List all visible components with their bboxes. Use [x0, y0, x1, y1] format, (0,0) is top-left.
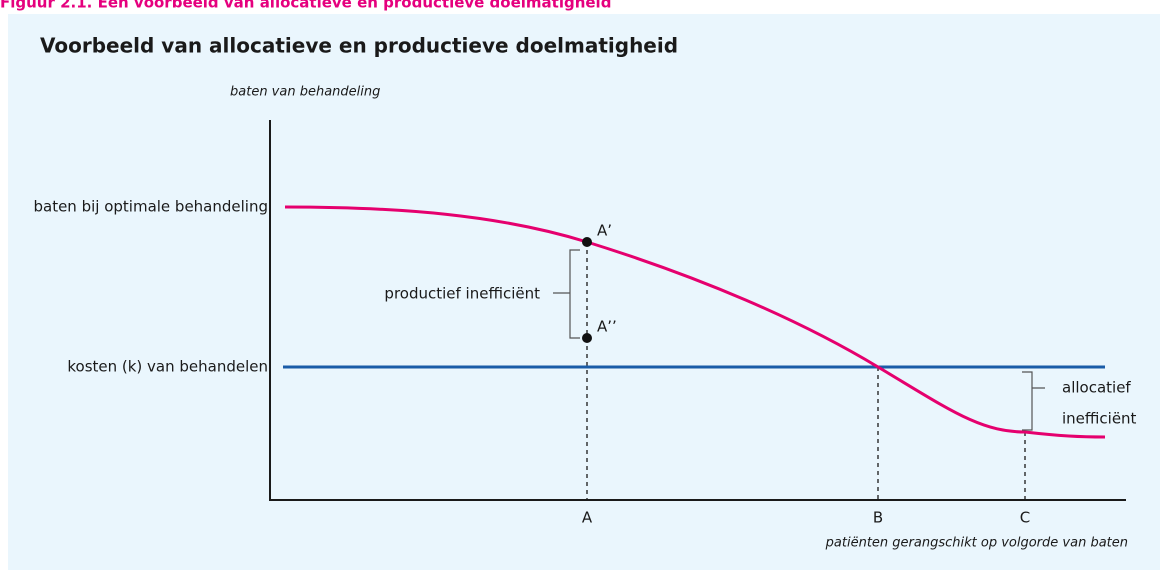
x-tick-label: B	[873, 509, 883, 527]
point	[582, 237, 592, 247]
panel	[8, 14, 1160, 570]
annotation: allocatief	[1062, 379, 1131, 397]
title: Voorbeeld van allocatieve en productieve…	[40, 34, 678, 58]
x-tick-label: A	[582, 509, 593, 527]
point	[582, 333, 592, 343]
bracket	[553, 249, 580, 339]
benefit-curve	[284, 205, 1106, 439]
annotation: inefficiënt	[1062, 410, 1137, 428]
annotation: productief inefficiënt	[384, 285, 540, 303]
point-label: A’	[597, 222, 612, 240]
y-axis-label: baten van behandeling	[230, 85, 380, 100]
x-tick-label: C	[1020, 509, 1030, 527]
level-label: baten bij optimale behandeling	[33, 198, 268, 216]
level-label: kosten (k) van behandelen	[67, 358, 268, 376]
figure-label: Figuur 2.1. Een voorbeeld van allocatiev…	[0, 0, 611, 12]
bracket	[1022, 371, 1045, 431]
x-axis-label: patiënten gerangschikt op volgorde van b…	[825, 536, 1128, 551]
dashed-guides	[586, 242, 1026, 500]
point-label: A’’	[597, 318, 617, 336]
